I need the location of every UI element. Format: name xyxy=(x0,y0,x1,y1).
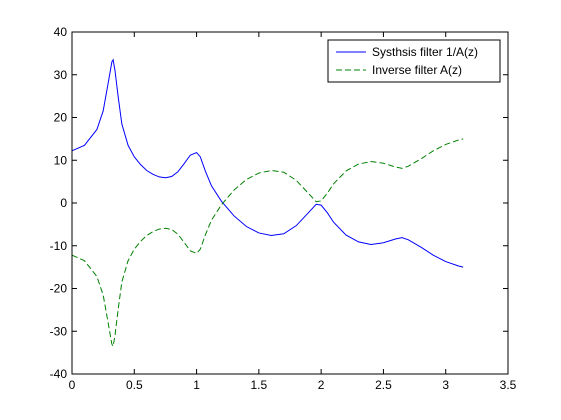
y-tick-label: -40 xyxy=(50,367,68,381)
y-tick-label: -10 xyxy=(50,239,68,253)
series-line-1 xyxy=(71,58,464,268)
y-tick-label: 40 xyxy=(54,25,68,39)
y-tick-label: 10 xyxy=(54,153,68,167)
x-tick-label: 2 xyxy=(318,378,325,392)
legend: Systhsis filter 1/A(z) Inverse filter A(z… xyxy=(327,39,501,83)
y-tick-label: 30 xyxy=(54,68,68,82)
plot-area xyxy=(72,32,508,374)
legend-label-1: Systhsis filter 1/A(z) xyxy=(372,45,478,59)
x-tick-label: 1 xyxy=(193,378,200,392)
y-tick-label: 0 xyxy=(60,196,67,210)
axes-layer: 0 0.5 1 1.5 2 2.5 3 3.5 -40 -30 -20 -10 0 10 20 30 40 xyxy=(50,25,517,392)
x-tick-label: 3.5 xyxy=(500,378,517,392)
x-tick-label: 0 xyxy=(69,378,76,392)
legend-box xyxy=(327,39,501,83)
y-tick-label: 20 xyxy=(54,111,68,125)
x-tick-label: 1.5 xyxy=(251,378,268,392)
series-layer xyxy=(71,58,464,348)
legend-label-2: Inverse filter A(z) xyxy=(372,63,462,77)
x-tick-label: 3 xyxy=(442,378,449,392)
series-line-2 xyxy=(71,138,464,348)
x-tick-label: 0.5 xyxy=(126,378,143,392)
y-tick-label: -30 xyxy=(50,324,68,338)
y-tick-label: -20 xyxy=(50,282,68,296)
x-tick-label: 2.5 xyxy=(375,378,392,392)
plot-background xyxy=(72,32,508,374)
